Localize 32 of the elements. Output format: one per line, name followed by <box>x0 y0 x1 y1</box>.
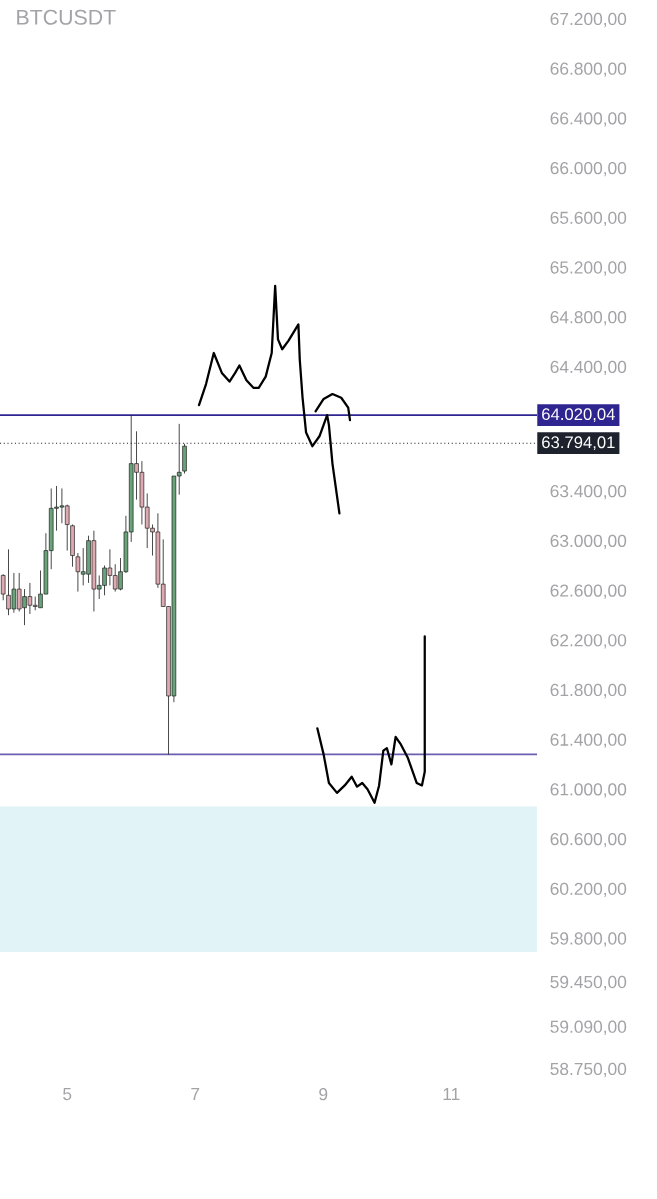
y-tick-label: 59.450,00 <box>550 975 627 991</box>
candlestick <box>0 573 6 601</box>
ref-line-label: 63.794,01 <box>542 436 615 451</box>
y-tick-label: 67.200,00 <box>550 12 627 28</box>
y-tick-label: 59.800,00 <box>550 932 627 947</box>
y-tick-label: 58.750,00 <box>550 1062 627 1078</box>
line-series <box>316 635 426 804</box>
line-series <box>197 284 341 515</box>
y-tick-label: 61.400,00 <box>550 733 627 748</box>
y-tick-label: 63.400,00 <box>550 485 627 500</box>
y-tick-label: 64.800,00 <box>550 311 627 326</box>
x-tick-label: 5 <box>63 1088 72 1101</box>
line-series <box>314 392 352 422</box>
y-tick-label: 61.800,00 <box>550 683 627 699</box>
x-tick-label: 11 <box>443 1088 460 1100</box>
ref-line-label: 64.020,04 <box>542 408 615 423</box>
y-tick-label: 65.600,00 <box>550 211 627 226</box>
y-tick-label: 66.800,00 <box>550 62 627 77</box>
y-tick-label: 66.000,00 <box>550 161 627 177</box>
y-tick-label: 62.200,00 <box>550 634 627 649</box>
y-tick-label: 62.600,00 <box>550 584 627 599</box>
y-tick-label: 63.000,00 <box>550 534 627 550</box>
x-tick-label: 9 <box>319 1088 328 1101</box>
y-tick-label: 66.400,00 <box>550 112 627 127</box>
y-tick-label: 61.000,00 <box>550 783 627 798</box>
y-tick-label: 64.400,00 <box>550 360 627 376</box>
y-tick-label: 59.090,00 <box>550 1020 627 1035</box>
y-tick-label: 60.200,00 <box>550 882 627 897</box>
y-tick-label: 65.200,00 <box>550 261 627 276</box>
x-tick-label: 7 <box>191 1088 200 1100</box>
chart-title: BTCUSDT <box>17 9 116 25</box>
y-tick-label: 60.600,00 <box>550 832 627 848</box>
